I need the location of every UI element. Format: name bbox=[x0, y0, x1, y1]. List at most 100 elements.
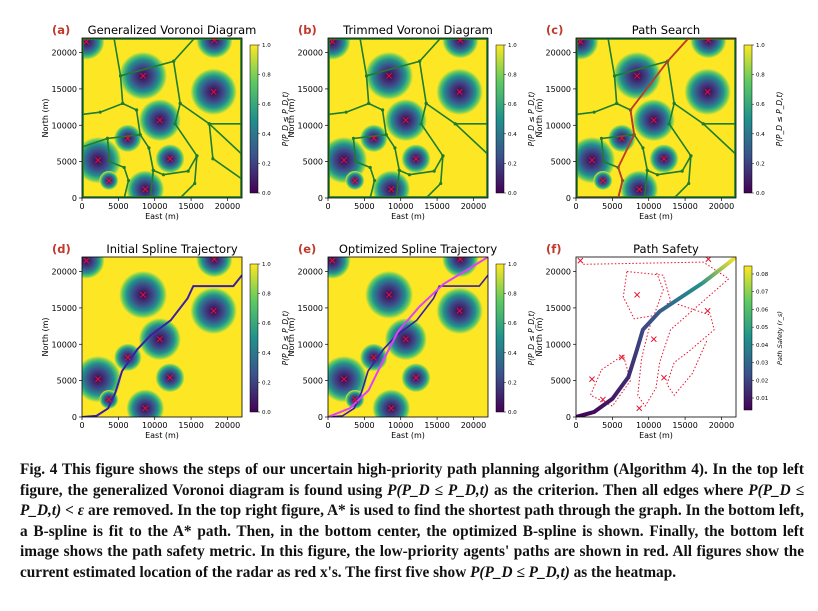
colorbar-tick-label: 0.0 bbox=[508, 410, 517, 416]
radar-marker-icon bbox=[705, 38, 712, 44]
colorbar-tick-label: 0.8 bbox=[508, 73, 517, 79]
y-tick-label: 10000 bbox=[52, 340, 77, 349]
voronoi-edge bbox=[395, 170, 401, 198]
colorbar-tick-label: 0.6 bbox=[508, 321, 517, 327]
colorbar-label: P(P_D ≤ P_D,t) bbox=[527, 92, 536, 147]
colorbar-tick-label: 0.05 bbox=[756, 325, 769, 331]
panel-title: Generalized Voronoi Diagram bbox=[88, 23, 257, 37]
radar-marker-icon bbox=[650, 117, 657, 124]
colorbar-tick-label: 0.03 bbox=[756, 361, 769, 367]
low-priority-path bbox=[622, 271, 672, 320]
radar-zone bbox=[372, 170, 411, 198]
colorbar-tick-label: 1.0 bbox=[508, 43, 517, 49]
x-axis-label: East (m) bbox=[639, 212, 673, 221]
y-tick-label: 5000 bbox=[551, 158, 571, 167]
low-priority-path bbox=[583, 261, 730, 408]
voronoi-node bbox=[147, 146, 151, 150]
x-tick-label: 20000 bbox=[215, 202, 240, 211]
voronoi-node bbox=[641, 146, 645, 150]
figure-canvas: 0 0 5000 5000 10000 10000 15000 15000 20000 20000… bbox=[41, 23, 784, 440]
voronoi-node bbox=[138, 133, 142, 137]
y-tick-label: 15000 bbox=[298, 304, 323, 313]
colorbar-tick-label: 0.2 bbox=[262, 380, 271, 386]
plot-area bbox=[82, 257, 242, 417]
x-tick-label: 15000 bbox=[424, 202, 449, 211]
radar-marker-icon bbox=[124, 354, 131, 361]
radar-marker-icon bbox=[351, 396, 358, 403]
y-tick-label: 15000 bbox=[546, 85, 571, 94]
voronoi-node bbox=[368, 165, 372, 170]
y-tick-label: 10000 bbox=[298, 121, 323, 130]
colorbar-tick-label: 0.8 bbox=[262, 73, 271, 79]
radar-marker-icon bbox=[589, 376, 595, 383]
radar-marker-icon bbox=[457, 257, 464, 263]
voronoi-node bbox=[453, 122, 457, 126]
caption-text-4: as the heatmap. bbox=[569, 563, 677, 581]
panel-title: Optimized Spline Trajectory bbox=[339, 242, 498, 256]
radar-marker-icon bbox=[140, 72, 147, 79]
radar-marker-icon bbox=[83, 38, 90, 45]
voronoi-node bbox=[592, 110, 596, 114]
radar-marker-icon bbox=[599, 396, 606, 403]
y-tick-label: 5000 bbox=[57, 158, 77, 167]
radar-marker-icon bbox=[704, 307, 711, 314]
voronoi-edge bbox=[82, 137, 108, 148]
radar-marker-icon bbox=[370, 354, 377, 361]
voronoi-node bbox=[122, 165, 126, 170]
x-tick-label: 15000 bbox=[672, 202, 697, 211]
radar-marker-icon bbox=[457, 38, 464, 44]
voronoi-edge bbox=[174, 123, 198, 198]
y-tick-label: 10000 bbox=[52, 121, 77, 130]
radar-marker-icon bbox=[95, 157, 101, 164]
colorbar-tick-label: 0.2 bbox=[756, 161, 765, 167]
x-tick-label: 20000 bbox=[709, 202, 734, 211]
axes-frame bbox=[575, 37, 737, 199]
y-tick-label: 15000 bbox=[298, 85, 323, 94]
voronoi-node bbox=[211, 157, 215, 161]
radar-marker-icon bbox=[329, 38, 336, 45]
y-axis-label: North (m) bbox=[287, 318, 296, 357]
voronoi-node bbox=[98, 110, 102, 114]
panel-3: 00 5000 5000 10000 10000 15000 15000 20000 20000… bbox=[535, 23, 784, 221]
radar-marker-icon bbox=[329, 257, 336, 264]
y-tick-label: 0 bbox=[566, 413, 571, 422]
plot-area bbox=[82, 38, 242, 198]
caption-text-2: as the criterion. Then all edges where bbox=[489, 481, 749, 499]
y-tick-label: 20000 bbox=[52, 49, 77, 58]
x-tick-label: 0 bbox=[573, 202, 578, 211]
radar-zone bbox=[126, 389, 165, 417]
voronoi-node bbox=[655, 173, 660, 177]
x-tick-label: 0 bbox=[79, 202, 84, 211]
y-tick-label: 0 bbox=[318, 413, 323, 422]
radar-marker-icon bbox=[83, 257, 90, 264]
colorbar bbox=[495, 263, 505, 413]
colorbar-tick-label: 0.08 bbox=[756, 272, 769, 278]
initial-spline-path bbox=[82, 274, 242, 417]
colorbar-label: P(P_D ≤ P_D,t) bbox=[281, 311, 290, 366]
voronoi-node bbox=[193, 181, 197, 186]
radar-marker-icon bbox=[142, 186, 149, 193]
plot-area bbox=[576, 38, 736, 198]
x-tick-label: 10000 bbox=[142, 421, 167, 430]
y-tick-label: 20000 bbox=[546, 268, 571, 277]
figure-caption: Fig. 4 This figure shows the steps of ou… bbox=[20, 460, 804, 583]
y-axis-label: North (m) bbox=[535, 318, 544, 357]
x-tick-label: 10000 bbox=[636, 202, 661, 211]
radar-marker-icon bbox=[140, 291, 147, 298]
x-tick-label: 15000 bbox=[672, 421, 697, 430]
voronoi-node bbox=[172, 59, 176, 63]
voronoi-edge bbox=[420, 123, 444, 198]
voronoi-node bbox=[384, 133, 388, 137]
x-tick-label: 10000 bbox=[388, 202, 413, 211]
colorbar-tick-label: 0.07 bbox=[756, 290, 769, 296]
y-tick-label: 20000 bbox=[298, 268, 323, 277]
axes-frame bbox=[81, 256, 243, 418]
colorbar-tick-label: 0.04 bbox=[756, 343, 769, 349]
voronoi-node bbox=[151, 168, 155, 172]
voronoi-node bbox=[354, 160, 358, 164]
radar-marker-icon bbox=[341, 157, 347, 164]
colorbar-tick-label: 0.6 bbox=[262, 102, 271, 108]
radar-marker-icon bbox=[211, 38, 218, 44]
radar-marker-icon bbox=[413, 374, 419, 381]
x-tick-label: 20000 bbox=[215, 421, 240, 430]
